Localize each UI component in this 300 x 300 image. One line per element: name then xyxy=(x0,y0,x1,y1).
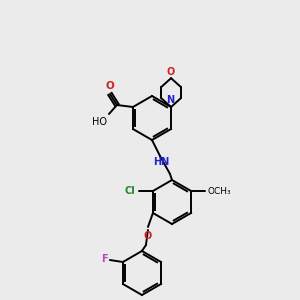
Text: Cl: Cl xyxy=(124,186,135,196)
Text: F: F xyxy=(101,254,108,264)
Text: O: O xyxy=(106,81,114,91)
Text: O: O xyxy=(144,231,152,241)
Text: HN: HN xyxy=(153,157,169,167)
Text: HO: HO xyxy=(92,117,107,127)
Text: N: N xyxy=(166,95,174,105)
Text: OCH₃: OCH₃ xyxy=(207,187,231,196)
Text: O: O xyxy=(167,67,175,77)
